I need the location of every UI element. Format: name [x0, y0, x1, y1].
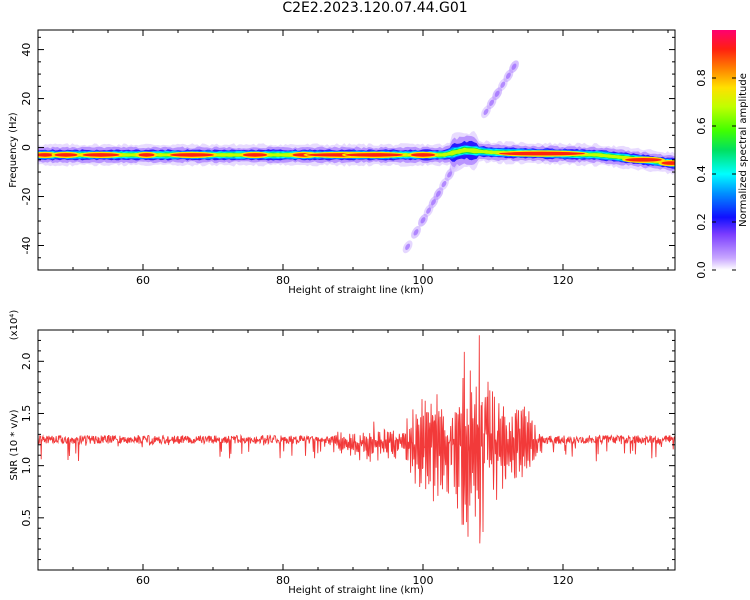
x-tick-label: 80: [276, 274, 290, 287]
x-tick-label: 60: [136, 274, 150, 287]
y-tick-label: -40: [20, 237, 33, 255]
band-core-red: [499, 151, 585, 156]
band-core-red: [410, 153, 436, 157]
spectrogram-axes: 60 80 100 120 -40 -20 0 20 40: [20, 30, 675, 287]
y-tick-label: -20: [20, 188, 33, 206]
streak-blob-core: [405, 243, 411, 250]
streak-blob-core: [494, 90, 500, 97]
streak-blob-core: [431, 198, 436, 206]
colorbar-tick-label: 0.2: [695, 213, 708, 231]
band-core-red: [170, 153, 214, 157]
band-core-red: [242, 153, 268, 157]
spectrogram-plot-area: [38, 60, 675, 254]
y-tick-label: 2.0: [20, 353, 33, 371]
x-tick-label: 120: [553, 274, 574, 287]
x-tick-label: 100: [413, 274, 434, 287]
spectrogram-panel: 60 80 100 120 -40 -20 0 20 40 Height of straight…: [8, 29, 676, 296]
band-core-red: [138, 153, 155, 157]
band-core-red: [345, 153, 403, 157]
spectrogram-y-axis-label: Frequency (Hz): [8, 112, 19, 188]
snr-y-axis-label: SNR (10 * v/v): [9, 409, 20, 480]
y-tick-label: 0.5: [20, 509, 33, 527]
snr-plot-area: [38, 335, 675, 544]
snr-frame: [37, 329, 676, 571]
y-tick-label: 1.0: [20, 457, 33, 475]
spectrogram-frame: [37, 29, 676, 271]
page-title: C2E2.2023.120.07.44.G01: [282, 0, 468, 16]
colorbar-tick-label: 0.6: [695, 117, 708, 135]
x-tick-label: 100: [413, 574, 434, 587]
streak-blob-core: [426, 207, 432, 214]
streak-blob-core: [413, 229, 419, 236]
colorbar-tick-label: 0.8: [695, 69, 708, 87]
colorbar: 0.0 0.2 0.4 0.6 0.8 Normalized spectral ampl…: [695, 30, 749, 279]
y-tick-label: 20: [20, 92, 33, 106]
colorbar-gradient: [712, 30, 736, 270]
y-tick-label: 1.5: [20, 405, 33, 423]
streak-blob-core: [435, 190, 441, 197]
snr-panel: 60 80 100 120 0.5 1.0 1.5 2.0 Height of straigh…: [9, 310, 676, 596]
colorbar-ticks: 0.0 0.2 0.4 0.6 0.8: [695, 69, 736, 279]
streak-blob-core: [500, 81, 506, 88]
snr-x-axis-label: Height of straight line (km): [288, 585, 424, 596]
band-core-red: [625, 157, 662, 162]
snr-series-line: [38, 335, 675, 544]
streak-blob-core: [441, 180, 447, 188]
x-tick-label: 60: [136, 574, 150, 587]
colorbar-tick-label: 0.4: [695, 165, 708, 183]
x-tick-label: 80: [276, 574, 290, 587]
band-core-red: [38, 153, 55, 157]
streak-blob-core: [420, 217, 426, 224]
y-tick-label: 0: [20, 144, 33, 151]
x-tick-label: 120: [553, 574, 574, 587]
colorbar-label: Normalized spectral amplitude: [738, 73, 749, 227]
colorbar-tick-label: 0.0: [695, 261, 708, 279]
streak-blob-core: [447, 171, 453, 178]
snr-y-scale-label: (x10⁴): [9, 310, 20, 341]
streak-blob-core: [505, 72, 511, 79]
band-core-red: [661, 161, 675, 165]
band-core-red: [54, 153, 78, 157]
streak-blob-core: [483, 108, 489, 115]
band-core-red: [82, 153, 120, 157]
y-tick-label: 40: [20, 43, 33, 57]
streak-blob-core: [489, 99, 495, 106]
snr-axes: 60 80 100 120 0.5 1.0 1.5 2.0: [20, 330, 675, 587]
spectrogram-x-axis-label: Height of straight line (km): [288, 285, 424, 296]
streak-blob-core: [511, 63, 517, 70]
